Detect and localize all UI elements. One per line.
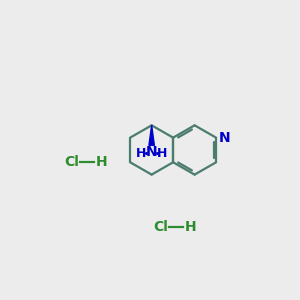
Text: Cl: Cl [64,154,80,169]
Text: H: H [96,154,107,169]
Text: Cl: Cl [154,220,169,234]
Text: H: H [157,147,168,160]
Polygon shape [149,125,155,145]
Text: H: H [185,220,197,234]
Text: N: N [218,130,230,145]
Text: H: H [136,147,146,160]
Text: N: N [146,145,158,158]
